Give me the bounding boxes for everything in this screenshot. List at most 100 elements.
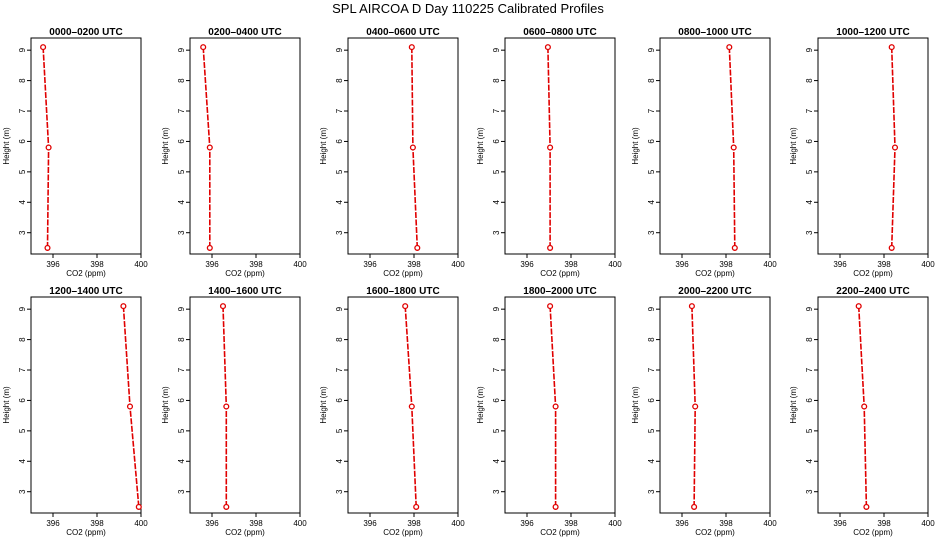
- data-point: [547, 244, 554, 251]
- x-tick-label: 396: [363, 519, 377, 528]
- data-point: [223, 503, 230, 510]
- y-tick-label: 3: [805, 489, 814, 494]
- y-tick-label: 5: [335, 428, 344, 433]
- x-tick-label: 396: [675, 519, 689, 528]
- y-axis-label: Height (m): [319, 127, 328, 165]
- y-tick-label: 6: [492, 398, 501, 403]
- y-axis-label: Height (m): [161, 386, 170, 424]
- x-tick-label: 398: [564, 260, 578, 269]
- x-axis-label: CO2 (ppm): [383, 528, 423, 537]
- x-tick-label: 398: [407, 519, 421, 528]
- y-tick-label: 7: [805, 108, 814, 113]
- x-tick-label: 400: [451, 519, 465, 528]
- x-axis-label: CO2 (ppm): [695, 269, 735, 278]
- y-tick-label: 6: [18, 139, 27, 144]
- y-tick-label: 4: [647, 200, 656, 205]
- y-tick-label: 8: [492, 337, 501, 342]
- y-tick-label: 7: [492, 367, 501, 372]
- y-tick-label: 6: [177, 139, 186, 144]
- plot-frame: [347, 37, 459, 255]
- y-tick-label: 5: [177, 169, 186, 174]
- x-tick-label: 396: [46, 260, 60, 269]
- data-point: [206, 144, 213, 151]
- x-tick-label: 398: [719, 519, 733, 528]
- figure-title: SPL AIRCOA D Day 110225 Calibrated Profi…: [332, 1, 604, 16]
- data-point: [45, 144, 52, 151]
- y-tick-label: 8: [335, 337, 344, 342]
- y-tick-label: 9: [647, 306, 656, 311]
- data-point: [691, 503, 698, 510]
- x-tick-label: 396: [833, 260, 847, 269]
- x-tick-label: 396: [205, 519, 219, 528]
- y-tick-label: 6: [177, 398, 186, 403]
- y-axis-label: Height (m): [631, 386, 640, 424]
- profile-panel: 0600–0800 UTC 396 398 400 3 4 5 6 7 8 9 CO2 (ppm) He…: [476, 27, 622, 278]
- profile-panel: 2200–2400 UTC 396 398 400 3 4 5 6 7 8 9 CO2 (ppm) He…: [789, 286, 935, 537]
- y-tick-label: 9: [647, 47, 656, 52]
- x-tick-label: 398: [877, 519, 891, 528]
- panel-title: 1400–1600 UTC: [208, 286, 281, 297]
- x-axis-label: CO2 (ppm): [695, 528, 735, 537]
- data-point: [402, 303, 409, 310]
- data-point: [861, 403, 868, 410]
- x-axis-label: CO2 (ppm): [225, 269, 265, 278]
- plot-frame: [30, 296, 142, 514]
- panel-title: 0800–1000 UTC: [678, 27, 751, 38]
- x-tick-label: 400: [134, 519, 148, 528]
- x-tick-label: 396: [46, 519, 60, 528]
- data-point: [688, 303, 695, 310]
- y-tick-label: 4: [335, 459, 344, 464]
- x-tick-label: 396: [363, 260, 377, 269]
- y-tick-label: 4: [647, 459, 656, 464]
- y-tick-label: 4: [335, 200, 344, 205]
- y-tick-label: 8: [647, 337, 656, 342]
- y-tick-label: 7: [647, 367, 656, 372]
- x-tick-label: 400: [608, 519, 622, 528]
- plot-frame: [189, 37, 301, 255]
- panel-title: 0200–0400 UTC: [208, 27, 281, 38]
- x-tick-label: 400: [763, 260, 777, 269]
- y-tick-label: 5: [335, 169, 344, 174]
- data-point: [120, 303, 127, 310]
- x-tick-label: 398: [719, 260, 733, 269]
- y-axis-label: Height (m): [161, 127, 170, 165]
- data-point: [44, 244, 51, 251]
- x-tick-label: 400: [134, 260, 148, 269]
- y-tick-label: 3: [492, 230, 501, 235]
- x-tick-label: 400: [293, 260, 307, 269]
- y-tick-label: 9: [805, 47, 814, 52]
- data-point: [547, 303, 554, 310]
- profile-panel: 1200–1400 UTC 396 398 400 3 4 5 6 7 8 9 CO2 (ppm) He…: [2, 286, 148, 537]
- data-point: [408, 403, 415, 410]
- data-point: [692, 403, 699, 410]
- data-point: [863, 503, 870, 510]
- x-tick-label: 398: [249, 260, 263, 269]
- y-tick-label: 7: [177, 367, 186, 372]
- plot-frame: [504, 296, 616, 514]
- panel-title: 1600–1800 UTC: [366, 286, 439, 297]
- profile-panel: 0800–1000 UTC 396 398 400 3 4 5 6 7 8 9 CO2 (ppm) He…: [631, 27, 777, 278]
- profile-panel: 0200–0400 UTC 396 398 400 3 4 5 6 7 8 9 CO2 (ppm) He…: [161, 27, 307, 278]
- y-tick-label: 9: [335, 47, 344, 52]
- y-tick-label: 3: [647, 489, 656, 494]
- plot-frame: [817, 296, 929, 514]
- data-point: [726, 44, 733, 51]
- y-tick-label: 3: [177, 489, 186, 494]
- y-tick-label: 4: [805, 459, 814, 464]
- y-tick-label: 7: [18, 367, 27, 372]
- data-point: [200, 44, 207, 51]
- y-axis-label: Height (m): [319, 386, 328, 424]
- y-tick-label: 7: [805, 367, 814, 372]
- y-tick-label: 7: [335, 367, 344, 372]
- panel-title: 0600–0800 UTC: [523, 27, 596, 38]
- y-tick-label: 9: [335, 306, 344, 311]
- x-tick-label: 400: [763, 519, 777, 528]
- data-point: [413, 503, 420, 510]
- panel-title: 1000–1200 UTC: [836, 27, 909, 38]
- y-tick-label: 8: [492, 78, 501, 83]
- data-point: [408, 44, 415, 51]
- panel-title: 0400–0600 UTC: [366, 27, 439, 38]
- x-axis-label: CO2 (ppm): [66, 528, 106, 537]
